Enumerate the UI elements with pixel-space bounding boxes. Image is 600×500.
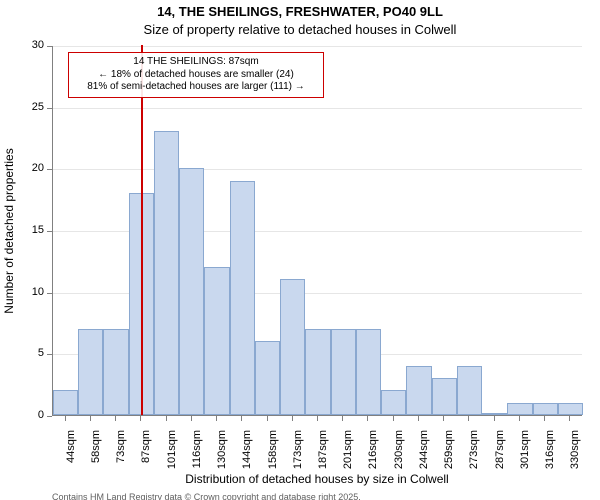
y-tick-mark bbox=[47, 293, 52, 294]
x-tick-label: 259sqm bbox=[443, 430, 455, 480]
credit-line-1: Contains HM Land Registry data © Crown c… bbox=[52, 492, 361, 500]
x-tick-label: 244sqm bbox=[418, 430, 430, 480]
histogram-bar bbox=[356, 329, 381, 415]
histogram-bar bbox=[103, 329, 128, 415]
histogram-bar bbox=[331, 329, 356, 415]
x-tick-label: 101sqm bbox=[166, 430, 178, 480]
x-tick-label: 116sqm bbox=[191, 430, 203, 480]
histogram-bar bbox=[482, 413, 507, 415]
x-tick-mark bbox=[393, 416, 394, 421]
histogram-bar bbox=[78, 329, 103, 415]
histogram-bar bbox=[255, 341, 280, 415]
grid-line bbox=[53, 169, 582, 170]
histogram-bar bbox=[230, 181, 255, 415]
x-tick-label: 330sqm bbox=[569, 430, 581, 480]
info-box-line: 81% of semi-detached houses are larger (… bbox=[75, 81, 317, 94]
x-tick-label: 87sqm bbox=[140, 430, 152, 480]
x-tick-mark bbox=[115, 416, 116, 421]
x-tick-label: 73sqm bbox=[115, 430, 127, 480]
x-tick-mark bbox=[367, 416, 368, 421]
x-tick-label: 316sqm bbox=[544, 430, 556, 480]
x-tick-mark bbox=[191, 416, 192, 421]
x-tick-mark bbox=[241, 416, 242, 421]
histogram-bar bbox=[507, 403, 532, 415]
chart-title-sub: Size of property relative to detached ho… bbox=[0, 22, 600, 37]
info-box-line: 14 THE SHEILINGS: 87sqm bbox=[75, 56, 317, 69]
y-tick-mark bbox=[47, 108, 52, 109]
x-tick-mark bbox=[317, 416, 318, 421]
histogram-bar bbox=[406, 366, 431, 415]
x-tick-mark bbox=[569, 416, 570, 421]
y-tick-label: 10 bbox=[20, 286, 44, 298]
y-tick-label: 30 bbox=[20, 39, 44, 51]
x-tick-label: 273sqm bbox=[468, 430, 480, 480]
y-tick-label: 5 bbox=[20, 347, 44, 359]
histogram-bar bbox=[305, 329, 330, 415]
x-tick-label: 130sqm bbox=[216, 430, 228, 480]
histogram-bar bbox=[204, 267, 229, 415]
histogram-bar bbox=[558, 403, 583, 415]
x-tick-label: 44sqm bbox=[65, 430, 77, 480]
x-tick-mark bbox=[90, 416, 91, 421]
x-tick-label: 301sqm bbox=[519, 430, 531, 480]
x-tick-label: 216sqm bbox=[367, 430, 379, 480]
property-marker-line bbox=[141, 45, 143, 415]
chart-title-main: 14, THE SHEILINGS, FRESHWATER, PO40 9LL bbox=[0, 4, 600, 19]
y-axis-label: Number of detached properties bbox=[2, 46, 16, 416]
x-tick-mark bbox=[267, 416, 268, 421]
x-tick-mark bbox=[166, 416, 167, 421]
x-tick-label: 287sqm bbox=[494, 430, 506, 480]
histogram-bar bbox=[432, 378, 457, 415]
y-tick-mark bbox=[47, 231, 52, 232]
histogram-bar bbox=[179, 168, 204, 415]
x-tick-label: 230sqm bbox=[393, 430, 405, 480]
x-tick-label: 187sqm bbox=[317, 430, 329, 480]
histogram-bar bbox=[381, 390, 406, 415]
credit-text: Contains HM Land Registry data © Crown c… bbox=[52, 492, 582, 500]
y-tick-label: 15 bbox=[20, 224, 44, 236]
x-tick-mark bbox=[418, 416, 419, 421]
x-tick-mark bbox=[140, 416, 141, 421]
x-tick-mark bbox=[216, 416, 217, 421]
y-tick-mark bbox=[47, 354, 52, 355]
grid-line bbox=[53, 108, 582, 109]
x-tick-label: 144sqm bbox=[241, 430, 253, 480]
y-tick-label: 0 bbox=[20, 409, 44, 421]
histogram-bar bbox=[154, 131, 179, 415]
x-tick-label: 173sqm bbox=[292, 430, 304, 480]
x-tick-label: 58sqm bbox=[90, 430, 102, 480]
grid-line bbox=[53, 46, 582, 47]
plot-area bbox=[52, 46, 582, 416]
x-tick-mark bbox=[342, 416, 343, 421]
x-tick-mark bbox=[65, 416, 66, 421]
x-tick-mark bbox=[443, 416, 444, 421]
y-tick-label: 25 bbox=[20, 101, 44, 113]
info-box-line: ← 18% of detached houses are smaller (24… bbox=[75, 69, 317, 82]
y-tick-label: 20 bbox=[20, 162, 44, 174]
histogram-bar bbox=[53, 390, 78, 415]
histogram-bar bbox=[533, 403, 558, 415]
x-tick-mark bbox=[292, 416, 293, 421]
y-tick-mark bbox=[47, 46, 52, 47]
x-tick-label: 158sqm bbox=[267, 430, 279, 480]
y-tick-mark bbox=[47, 169, 52, 170]
x-tick-mark bbox=[494, 416, 495, 421]
x-tick-mark bbox=[544, 416, 545, 421]
histogram-bar bbox=[457, 366, 482, 415]
x-tick-mark bbox=[519, 416, 520, 421]
x-tick-label: 201sqm bbox=[342, 430, 354, 480]
x-tick-mark bbox=[468, 416, 469, 421]
histogram-bar bbox=[280, 279, 305, 415]
info-box: 14 THE SHEILINGS: 87sqm← 18% of detached… bbox=[68, 52, 324, 98]
y-tick-mark bbox=[47, 416, 52, 417]
